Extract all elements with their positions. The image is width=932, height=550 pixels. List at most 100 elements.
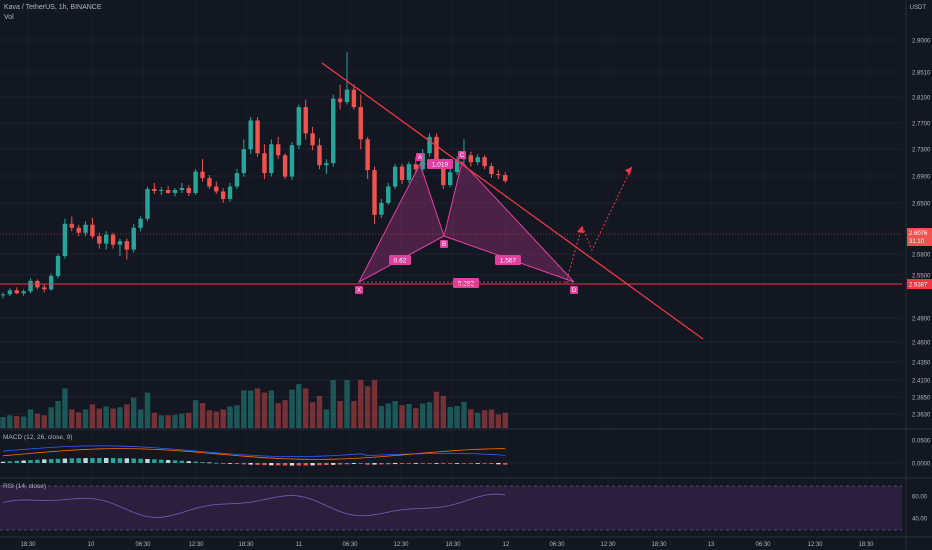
macd-label[interactable]: MACD (12, 26, close, 9) — [3, 434, 73, 441]
candle-body — [69, 223, 74, 228]
macd-histogram-bar — [386, 463, 391, 465]
candle-body — [303, 107, 308, 134]
price-tick-label: 2.4900 — [912, 317, 931, 323]
volume-bar — [337, 401, 343, 428]
rsi-band — [0, 486, 902, 530]
macd-histogram-bar — [461, 463, 467, 464]
candle-body — [172, 190, 178, 193]
macd-histogram-bar — [324, 463, 329, 466]
volume-bar — [289, 389, 295, 428]
macd-pane — [0, 445, 902, 466]
currency-label: USDT — [909, 5, 926, 11]
volume-bar — [192, 400, 199, 428]
macd-histogram-bar — [28, 460, 33, 463]
candle-body — [97, 236, 102, 244]
volume-bar — [75, 412, 82, 428]
time-tick-label: 18:30 — [858, 542, 874, 548]
ratio-label: 1.019 — [432, 161, 449, 168]
macd-histogram-bar — [351, 463, 357, 464]
volume-bar — [268, 390, 275, 428]
candle-body — [427, 136, 432, 154]
candle-body — [138, 218, 143, 228]
time-tick-label: 06:30 — [342, 542, 358, 548]
volume-bar — [103, 406, 109, 428]
candle-body — [324, 163, 329, 166]
volume-bar — [468, 409, 474, 428]
macd-histogram-bar — [90, 457, 95, 463]
time-tick-label: 06:30 — [135, 542, 151, 548]
volume-bar — [55, 401, 61, 428]
ratio-label: 1.567 — [500, 257, 517, 264]
candle-body — [200, 171, 205, 179]
price-tick-label: 2.7300 — [912, 148, 931, 154]
volume-bar — [364, 386, 371, 428]
time-tick-label: 12:30 — [188, 542, 204, 548]
volume-bar — [213, 411, 219, 428]
macd-histogram-bar — [110, 458, 116, 463]
volume-bar — [502, 412, 508, 428]
macd-histogram-bar — [193, 461, 198, 463]
macd-histogram-bar — [214, 462, 219, 464]
price-tick-label: 2.4350 — [912, 361, 931, 367]
candle-body — [42, 287, 47, 290]
volume-label[interactable]: Vol — [4, 14, 14, 21]
volume-bar — [433, 391, 440, 428]
candle-body — [365, 139, 370, 171]
macd-histogram-bar — [186, 461, 191, 463]
macd-histogram-bar — [220, 463, 226, 464]
macd-histogram-bar — [310, 463, 315, 466]
pattern-point-badge — [570, 286, 578, 294]
candle-body — [296, 107, 302, 146]
candle-body — [441, 165, 446, 186]
pattern-point-label: X — [357, 288, 361, 294]
time-tick-label: 13 — [708, 542, 715, 548]
ratio-badge — [495, 255, 521, 265]
volume-bar — [41, 415, 47, 428]
macd-signal-line — [2, 448, 506, 460]
macd-histogram-bar — [317, 463, 322, 466]
price-tick-label: 2.3850 — [912, 396, 931, 402]
volume-bar — [165, 415, 171, 428]
macd-histogram-bar — [434, 463, 439, 464]
macd-histogram-bar — [7, 461, 13, 463]
candle-body — [448, 172, 453, 186]
candle-body — [503, 175, 508, 182]
macd-histogram-bar — [406, 463, 412, 464]
macd-histogram-bar — [62, 458, 68, 463]
macd-histogram-bar — [448, 463, 453, 464]
current-price-value: 2.6076 — [909, 231, 928, 237]
macd-histogram-bar — [454, 463, 460, 464]
macd-histogram-bar — [331, 463, 336, 465]
volume-bar — [261, 392, 268, 428]
price-tick-label: 2.4100 — [912, 379, 931, 385]
volume-bar — [296, 384, 302, 428]
volume-bar — [385, 403, 391, 428]
candle-body — [413, 164, 418, 170]
macd-histogram-bar — [207, 462, 212, 464]
rsi-label[interactable]: RSI (14, close) — [3, 483, 46, 490]
candle-body — [248, 120, 253, 150]
volume-bar — [344, 380, 350, 428]
rsi-tick-label: 40.00 — [912, 517, 928, 523]
candle-body — [489, 166, 494, 175]
level-price-value: 2.5387 — [909, 283, 928, 289]
macd-histogram-bar — [97, 457, 102, 463]
candle-body — [379, 202, 384, 215]
volume-bar — [144, 392, 151, 428]
time-tick-label: 06:30 — [549, 542, 565, 548]
macd-histogram-bar — [69, 458, 74, 463]
candle-body — [28, 280, 33, 292]
volume-bar — [254, 388, 261, 428]
candle-body — [48, 275, 54, 290]
macd-histogram-bar — [131, 458, 136, 463]
symbol-title[interactable]: Kava / TetherUS, 1h, BINANCE — [4, 4, 102, 11]
candle-body — [186, 188, 191, 193]
volume-bar — [330, 380, 336, 428]
candle-body — [420, 153, 425, 170]
time-tick-label: 12 — [503, 542, 510, 548]
candle-body — [0, 294, 6, 296]
volume-bar — [247, 390, 254, 428]
macd-histogram-bar — [372, 463, 377, 465]
macd-histogram-bar — [399, 463, 405, 464]
macd-histogram-bar — [303, 463, 308, 466]
